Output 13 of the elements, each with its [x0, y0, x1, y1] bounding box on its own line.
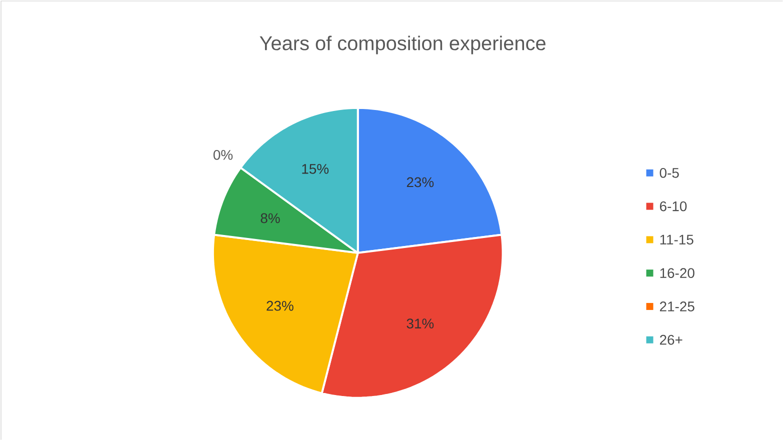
- legend-label: 21-25: [660, 301, 694, 312]
- data-label: 15%: [302, 164, 329, 174]
- legend-label: 6-10: [660, 201, 687, 212]
- legend-label: 0-5: [660, 168, 679, 178]
- data-label: 8%: [260, 213, 280, 224]
- data-label: 31%: [406, 318, 434, 328]
- chart-title: Years of composition experience: [260, 36, 546, 54]
- legend-label: 26+: [660, 334, 682, 345]
- data-label: 23%: [406, 177, 434, 188]
- data-label: 23%: [266, 300, 294, 311]
- legend-label: 16-20: [660, 268, 694, 278]
- legend-label: 11-15: [660, 234, 694, 245]
- text: 0%: [213, 150, 233, 160]
